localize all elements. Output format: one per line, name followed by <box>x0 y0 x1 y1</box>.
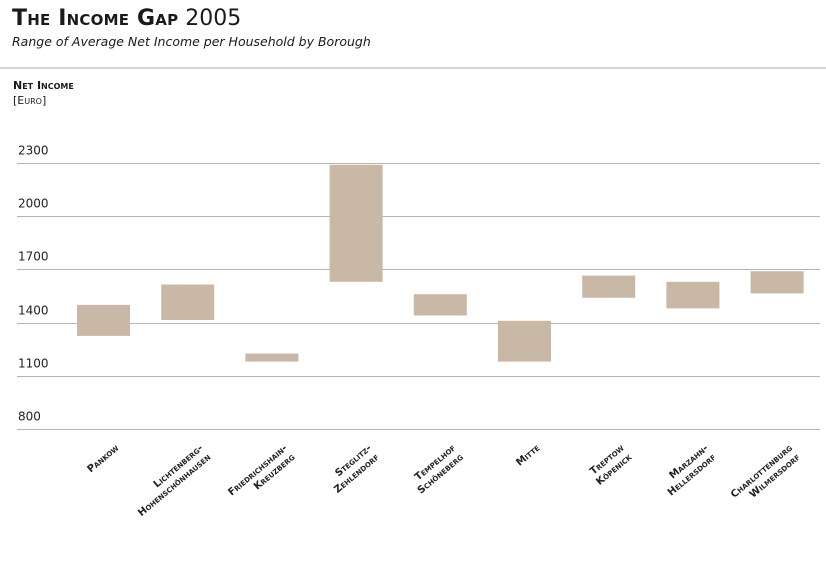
x-tick-label-line: Pankow <box>85 443 121 476</box>
x-tick-label: Mitte <box>514 443 542 469</box>
range-bars <box>77 164 804 362</box>
chart-subtitle: Range of Average Net Income per Househol… <box>12 34 371 49</box>
x-tick-label: TreptowKöpenick <box>587 442 635 487</box>
range-bar <box>77 304 130 336</box>
chart-title-year: 2005 <box>185 6 242 31</box>
y-tick-label: 800 <box>18 410 41 424</box>
y-axis-label: Net Income [Euro] <box>13 78 74 108</box>
y-axis-unit: [Euro] <box>13 94 47 107</box>
range-bar <box>750 271 804 294</box>
x-tick-label: CharlottenburgWilmersdorf <box>729 443 803 510</box>
x-tick-label: TempelhofSchöneberg <box>408 443 466 497</box>
y-tick-label: 1700 <box>18 250 49 264</box>
chart-title: The Income Gap 2005 <box>12 6 371 32</box>
x-tick-label-line: Mitte <box>514 443 542 469</box>
x-tick-label: Steglitz-Zehlendorf <box>325 443 382 496</box>
x-tick-label: Lichtenberg-Hohenschönhausen <box>129 443 214 519</box>
x-tick-label: Marzahn-Hellersdorf <box>658 443 718 499</box>
range-bar <box>666 281 720 309</box>
range-bar <box>329 164 383 282</box>
header-divider <box>0 67 826 69</box>
y-tick-label: 2000 <box>18 197 49 211</box>
x-tick-label: Friedrichshain-Kreuzberg <box>226 443 297 508</box>
x-tick-label: Pankow <box>85 443 121 476</box>
y-tick-labels: 800 1100 1400 1700 2000 2300 <box>18 144 49 424</box>
y-tick-label: 1400 <box>18 304 49 318</box>
range-bar <box>582 275 636 298</box>
range-bar <box>161 284 215 320</box>
range-bar <box>498 320 551 362</box>
y-axis-title: Net Income <box>13 79 74 92</box>
range-bar <box>413 294 467 316</box>
chart-title-main: The Income Gap <box>12 6 179 31</box>
y-tick-label: 1100 <box>18 357 49 371</box>
range-bar <box>245 353 299 362</box>
grid-lines <box>17 163 820 430</box>
y-tick-label: 2300 <box>18 144 49 158</box>
x-tick-labels: Pankow Lichtenberg-Hohenschönhausen Friedr… <box>85 442 803 519</box>
chart-header: The Income Gap 2005 Range of Average Net… <box>12 6 371 50</box>
